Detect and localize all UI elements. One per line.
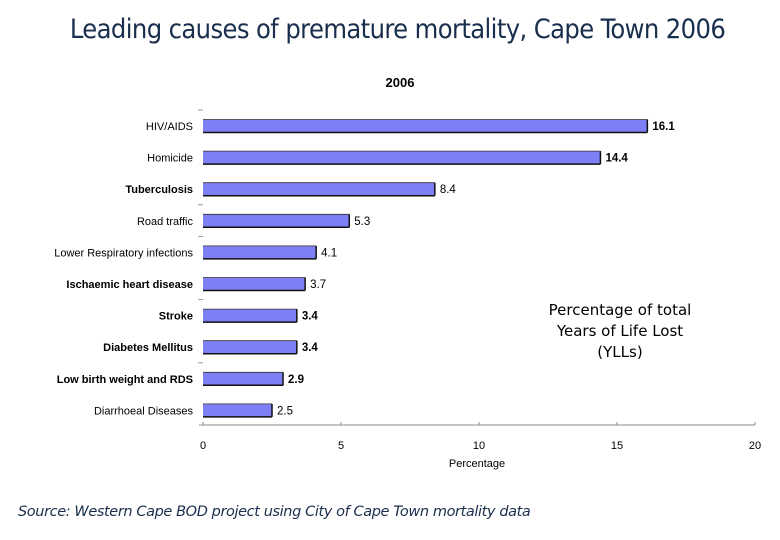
category-label: Lower Respiratory infections	[54, 247, 193, 259]
bar	[203, 277, 306, 291]
bar	[203, 372, 284, 386]
x-tick-label: 10	[473, 440, 485, 452]
bar	[203, 182, 435, 196]
category-label: Homicide	[147, 153, 193, 165]
data-label: 5.3	[354, 216, 370, 228]
category-label: Low birth weight and RDS	[57, 374, 193, 386]
data-label: 2.9	[288, 374, 304, 386]
bar	[203, 214, 350, 228]
data-label: 3.7	[310, 279, 326, 291]
x-tick-label: 5	[338, 440, 344, 452]
data-label: 2.5	[277, 405, 293, 417]
page-title: Leading causes of premature mortality, C…	[69, 14, 726, 45]
x-tick-label: 20	[749, 440, 761, 452]
category-label: Tuberculosis	[125, 184, 193, 196]
x-tick-label: 0	[200, 440, 206, 452]
category-label: Ischaemic heart disease	[66, 279, 193, 291]
bar	[203, 403, 272, 417]
data-label: 14.4	[605, 153, 628, 165]
annotation-line: Years of Life Lost	[556, 322, 684, 340]
bar	[203, 340, 297, 354]
category-label: Diabetes Mellitus	[103, 342, 193, 354]
bar	[203, 245, 317, 259]
data-label: 4.1	[321, 247, 337, 259]
chart-annotation: Percentage of total Years of Life Lost (…	[520, 300, 720, 363]
source-note: Source: Western Cape BOD project using C…	[18, 504, 531, 520]
x-axis-title: Percentage	[449, 458, 505, 470]
category-label: Road traffic	[137, 216, 194, 228]
bar	[203, 309, 297, 323]
x-tick-label: 15	[611, 440, 623, 452]
annotation-line: Percentage of total	[548, 301, 692, 319]
data-label: 3.4	[302, 342, 319, 354]
bar	[203, 151, 601, 165]
category-label: HIV/AIDS	[146, 121, 193, 133]
data-label: 8.4	[440, 184, 457, 196]
data-label: 16.1	[652, 121, 675, 133]
bar	[203, 119, 648, 133]
annotation-line: (YLLs)	[597, 343, 643, 361]
category-label: Diarrhoeal Diseases	[94, 405, 194, 417]
category-label: Stroke	[159, 311, 193, 323]
data-label: 3.4	[302, 311, 319, 323]
chart-title: 2006	[385, 75, 415, 90]
